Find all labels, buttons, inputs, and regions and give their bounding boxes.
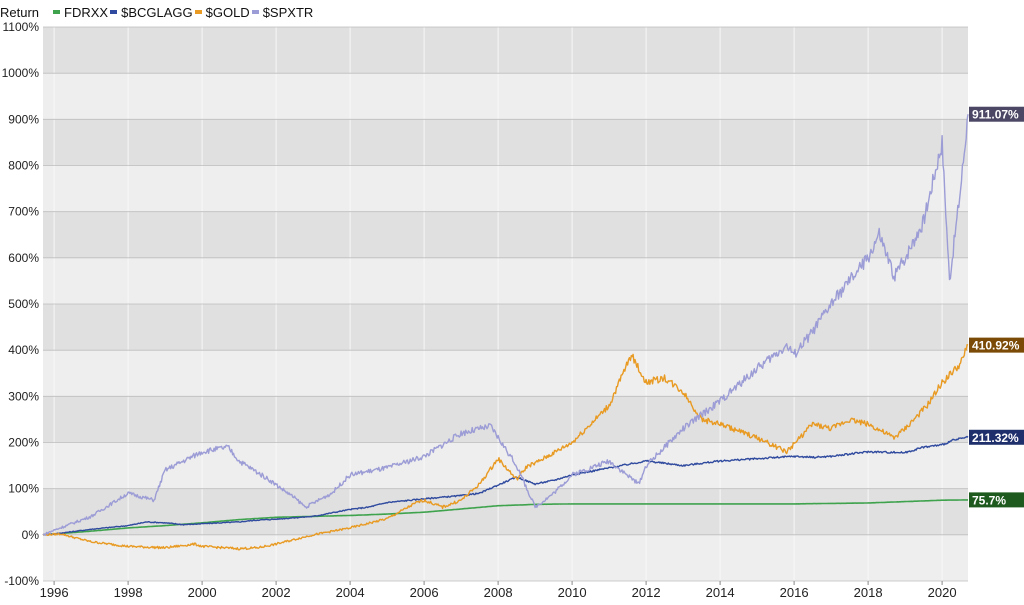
legend-label-gold: $GOLD [205, 4, 250, 20]
end-label-box [969, 337, 1024, 353]
y-tick-label: 800% [8, 159, 39, 173]
x-axis: 1996 1998 2000 2002 2004 2006 2008 2010 2012 2014… [40, 581, 957, 600]
y-tick-label: 300% [8, 389, 39, 403]
band [43, 27, 968, 74]
end-label: 75.7% [972, 493, 1006, 507]
plot-area [43, 27, 968, 581]
y-axis: -100% 0% 100% 200% 300% 400% 500% 600% 700% 800% 9… [2, 20, 40, 588]
series-lines [42, 114, 969, 551]
band [43, 257, 968, 304]
y-grid [43, 26, 968, 582]
legend-item-bcglagg[interactable]: $BCGLAGG [110, 5, 193, 20]
band [43, 304, 968, 351]
legend-swatch-bcglagg [110, 10, 118, 14]
y-tick-label: 0% [22, 528, 40, 542]
x-tick-label: 2012 [632, 585, 661, 600]
band [43, 396, 968, 443]
end-label-box [969, 429, 1024, 445]
series-line-spxtr [42, 114, 969, 536]
legend-label-bcglagg: $BCGLAGG [121, 4, 193, 20]
legend-label-spxtr: $SPXTR [262, 4, 314, 20]
legend-item-fdrxx[interactable]: FDRXX [53, 5, 108, 20]
y-tick-label: 900% [8, 112, 39, 126]
legend-swatch-spxtr [251, 10, 259, 14]
band [43, 211, 968, 258]
end-label: 911.07% [972, 108, 1019, 122]
end-labels: 75.7% 211.32% 410.92% 911.07% [969, 106, 1024, 508]
x-tick-label: 1998 [114, 585, 143, 600]
x-tick-label: 2014 [706, 585, 735, 600]
y-tick-label: 100% [8, 482, 39, 496]
y-tick-label: 200% [8, 436, 39, 450]
band [43, 534, 968, 581]
band [43, 73, 968, 120]
x-tick-label: 2004 [336, 585, 365, 600]
y-tick-label: 400% [8, 343, 39, 357]
x-tick-label: 2010 [558, 585, 587, 600]
x-tick-label: 2020 [928, 585, 957, 600]
y-tick-label: 600% [8, 251, 39, 265]
legend: Return FDRXX $BCGLAGG $GOLD $SPXTR [0, 3, 315, 21]
series-line-bcglagg [42, 435, 969, 536]
series-line-fdrxx [42, 499, 968, 536]
end-label: 410.92% [972, 339, 1020, 353]
band [43, 119, 968, 166]
y-axis-title: Return [0, 4, 40, 20]
x-tick-label: 2006 [410, 585, 439, 600]
y-tick-label: 1000% [2, 66, 40, 80]
x-tick-label: 2016 [780, 585, 809, 600]
legend-item-spxtr[interactable]: $SPXTR [251, 4, 314, 20]
end-label-box [969, 492, 1024, 508]
y-tick-label: -100% [4, 574, 39, 588]
y-tick-label: 1100% [3, 20, 40, 34]
band [43, 165, 968, 212]
legend-swatch-fdrxx [53, 10, 61, 14]
end-label: 211.32% [972, 431, 1019, 445]
legend-label-fdrxx: FDRXX [64, 4, 109, 20]
band [43, 350, 968, 397]
end-label-box [969, 106, 1024, 122]
x-tick-label: 2018 [854, 585, 883, 600]
x-tick-label: 2008 [484, 585, 513, 600]
y-tick-label: 700% [8, 205, 39, 219]
legend-item-gold[interactable]: $GOLD [194, 4, 250, 20]
band [43, 488, 968, 535]
legend-swatch-gold [194, 10, 202, 14]
x-tick-label: 2002 [262, 585, 291, 600]
y-tick-label: 500% [8, 297, 39, 311]
series-line-gold [42, 344, 969, 551]
x-tick-label: 1996 [40, 585, 69, 600]
x-tick-label: 2000 [188, 585, 217, 600]
